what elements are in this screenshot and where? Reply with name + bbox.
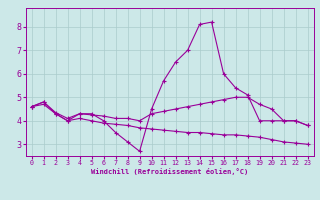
- X-axis label: Windchill (Refroidissement éolien,°C): Windchill (Refroidissement éolien,°C): [91, 168, 248, 175]
